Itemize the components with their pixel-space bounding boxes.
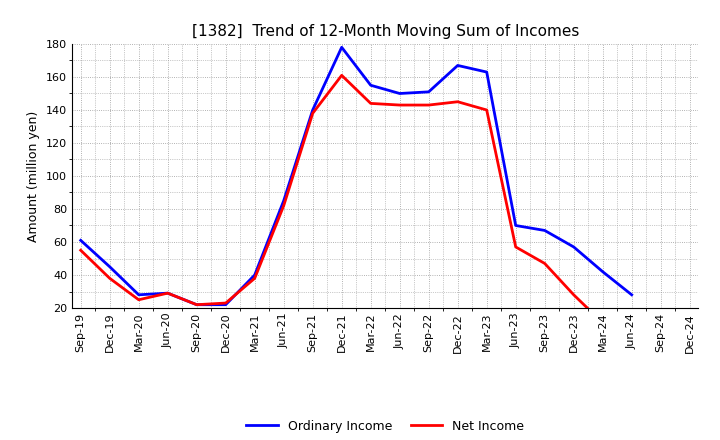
Net Income: [366, 101, 375, 106]
Ordinary Income: [366, 83, 375, 88]
Net Income: [598, 320, 607, 326]
Net Income: [135, 297, 143, 302]
Ordinary Income: [251, 272, 259, 278]
Net Income: [279, 203, 288, 208]
Ordinary Income: [482, 70, 491, 75]
Ordinary Income: [395, 91, 404, 96]
Net Income: [221, 301, 230, 306]
Ordinary Income: [511, 223, 520, 228]
Ordinary Income: [338, 44, 346, 50]
Ordinary Income: [541, 228, 549, 233]
Legend: Ordinary Income, Net Income: Ordinary Income, Net Income: [241, 414, 529, 437]
Net Income: [424, 103, 433, 108]
Net Income: [395, 103, 404, 108]
Net Income: [251, 275, 259, 281]
Ordinary Income: [76, 238, 85, 243]
Ordinary Income: [424, 89, 433, 95]
Net Income: [192, 302, 201, 307]
Line: Net Income: Net Income: [81, 75, 603, 323]
Net Income: [338, 73, 346, 78]
Net Income: [541, 261, 549, 266]
Net Income: [570, 292, 578, 297]
Net Income: [482, 107, 491, 113]
Ordinary Income: [279, 198, 288, 203]
Ordinary Income: [135, 292, 143, 297]
Ordinary Income: [570, 244, 578, 249]
Y-axis label: Amount (million yen): Amount (million yen): [27, 110, 40, 242]
Net Income: [76, 248, 85, 253]
Title: [1382]  Trend of 12-Month Moving Sum of Incomes: [1382] Trend of 12-Month Moving Sum of I…: [192, 24, 579, 39]
Ordinary Income: [221, 302, 230, 307]
Ordinary Income: [627, 292, 636, 297]
Net Income: [511, 244, 520, 249]
Net Income: [308, 110, 317, 116]
Ordinary Income: [454, 63, 462, 68]
Net Income: [454, 99, 462, 104]
Line: Ordinary Income: Ordinary Income: [81, 47, 631, 304]
Ordinary Income: [105, 264, 114, 269]
Ordinary Income: [163, 290, 172, 296]
Net Income: [163, 290, 172, 296]
Ordinary Income: [598, 269, 607, 275]
Ordinary Income: [308, 107, 317, 113]
Net Income: [105, 275, 114, 281]
Ordinary Income: [192, 302, 201, 307]
